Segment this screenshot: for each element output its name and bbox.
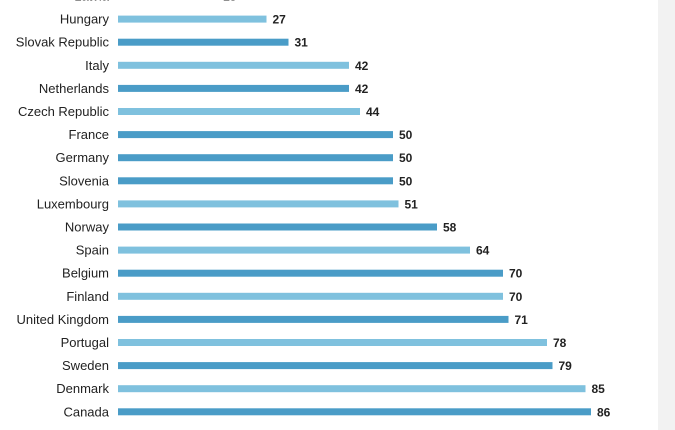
bar <box>118 61 349 69</box>
category-label: Italy <box>85 58 109 73</box>
bar <box>118 362 553 370</box>
value-label: 31 <box>295 36 309 50</box>
value-label: 50 <box>399 128 413 142</box>
bar <box>118 200 399 208</box>
value-label: 91 <box>625 428 639 430</box>
value-label: 27 <box>273 13 287 27</box>
category-label: Slovak Republic <box>16 35 110 50</box>
value-label: 70 <box>509 290 523 304</box>
category-label: Sweden <box>62 358 109 373</box>
value-label: 78 <box>553 336 567 350</box>
value-label: 70 <box>509 267 523 281</box>
bar <box>118 223 437 231</box>
category-label: Slovenia <box>59 173 110 188</box>
value-label: 85 <box>592 382 606 396</box>
category-label: Latvia <box>74 0 109 4</box>
bar <box>118 108 360 115</box>
bar <box>118 339 547 346</box>
category-label: Denmark <box>56 381 109 396</box>
category-label: Spain <box>76 243 109 258</box>
chart-card: Latvia 18 Hungary 27 Slovak Republic 31 Italy 4… <box>0 0 658 430</box>
category-label: Luxembourg <box>37 196 109 211</box>
value-label: 86 <box>597 405 611 419</box>
category-label: United Kingdom <box>17 312 110 327</box>
value-label: 51 <box>405 197 419 211</box>
value-label: 18 <box>223 0 237 4</box>
category-label: Belgium <box>62 266 109 281</box>
bar-chart: Latvia 18 Hungary 27 Slovak Republic 31 Italy 4… <box>16 0 639 430</box>
category-label: Hungary <box>60 12 110 27</box>
value-label: 58 <box>443 221 457 235</box>
value-label: 44 <box>366 105 380 119</box>
value-label: 71 <box>515 313 529 327</box>
bar <box>118 84 349 92</box>
bar <box>118 15 267 23</box>
bar <box>118 385 586 393</box>
value-label: 50 <box>399 174 413 188</box>
category-label: Finland <box>66 289 109 304</box>
bar <box>118 269 503 277</box>
value-label: 79 <box>559 359 573 373</box>
category-label: Norway <box>65 220 110 235</box>
bar <box>118 131 393 139</box>
bar <box>118 408 591 416</box>
bar <box>118 154 393 162</box>
category-label: Czech Republic <box>18 104 110 119</box>
category-label: Netherlands <box>39 81 110 96</box>
value-label: 50 <box>399 151 413 165</box>
value-label: 42 <box>355 82 369 96</box>
bar <box>118 177 393 185</box>
bar <box>118 38 289 46</box>
bar <box>118 315 509 323</box>
value-label: 42 <box>355 59 369 73</box>
bar <box>118 246 470 254</box>
bar <box>118 292 503 300</box>
category-label: France <box>69 127 109 142</box>
category-label: Portugal <box>61 335 110 350</box>
category-label: Germany <box>56 150 110 165</box>
category-label: Australia <box>58 427 109 430</box>
value-label: 64 <box>476 244 490 258</box>
category-label: Canada <box>63 404 109 419</box>
